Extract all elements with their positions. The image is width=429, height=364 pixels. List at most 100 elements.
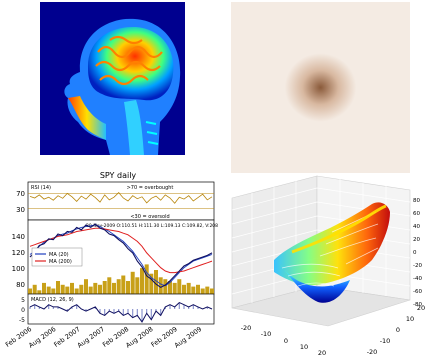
volume-bar bbox=[74, 288, 79, 294]
volume-bar bbox=[65, 286, 70, 294]
y-axis-ticks: -20 -10 0 10 20 bbox=[367, 304, 425, 356]
volume-bar bbox=[186, 282, 191, 294]
rsi-overbought-label: >70 = overbought bbox=[127, 185, 174, 191]
volume-bar bbox=[102, 281, 107, 294]
mri-head-image bbox=[40, 2, 185, 155]
price-info: 29-Nov-2009 O:110.51 H:111.30 L:109.13 C… bbox=[86, 223, 218, 229]
z-tick-80: 80 bbox=[413, 198, 420, 204]
rsi-line bbox=[29, 192, 213, 204]
volume-bar bbox=[37, 290, 42, 294]
volume-bar bbox=[121, 275, 126, 294]
rings-core bbox=[231, 2, 410, 173]
y-tick-minus10: -10 bbox=[380, 337, 391, 345]
price-tick-80: 80 bbox=[16, 281, 25, 289]
surface-bowl bbox=[280, 264, 350, 303]
volume-bar bbox=[177, 279, 182, 294]
volume-bar bbox=[93, 282, 98, 294]
volume-bar bbox=[88, 286, 93, 294]
x-date-tick: Aug 2009 bbox=[173, 325, 203, 350]
z-tick-60: 60 bbox=[413, 211, 420, 217]
x-tick-minus10: -10 bbox=[261, 330, 272, 338]
chart-title: SPY daily bbox=[100, 171, 137, 180]
volume-bar bbox=[168, 281, 172, 294]
volume-bar bbox=[140, 268, 144, 294]
volume-bar bbox=[60, 284, 65, 295]
y-tick-0: 0 bbox=[396, 326, 400, 334]
face-region bbox=[68, 96, 106, 140]
macd-tick-5: 5 bbox=[21, 297, 25, 304]
volume-bar bbox=[210, 288, 214, 294]
pane-floor bbox=[231, 285, 411, 327]
x-axis-ticks: -20 -10 0 10 20 bbox=[241, 324, 326, 357]
concentric-rings-image bbox=[231, 2, 410, 173]
price-line bbox=[29, 223, 213, 289]
brain-folds bbox=[95, 35, 163, 86]
volume-bar bbox=[28, 288, 32, 294]
spine-marks bbox=[145, 121, 159, 145]
volume-bar bbox=[42, 282, 46, 294]
volume-bar bbox=[98, 284, 102, 295]
volume-bar bbox=[70, 282, 74, 294]
volume-bar bbox=[126, 281, 130, 294]
volume-bar bbox=[56, 281, 60, 294]
z-tick-minus80: -80 bbox=[413, 302, 422, 308]
z-tick-20: 20 bbox=[413, 237, 420, 243]
rsi-tick-70: 70 bbox=[16, 190, 25, 198]
volume-bar bbox=[46, 286, 51, 294]
x-tick-10: 10 bbox=[300, 343, 308, 351]
volume-bar bbox=[112, 282, 116, 294]
x-date-tick: Aug 2006 bbox=[27, 325, 57, 350]
volume-bar bbox=[196, 284, 200, 295]
volume-bar bbox=[130, 271, 135, 294]
rsi-tick-30: 30 bbox=[16, 206, 25, 214]
rsi-oversold-label: <30 = oversold bbox=[130, 214, 169, 220]
volume-bar bbox=[107, 277, 112, 294]
macd-tick-minus5: -5 bbox=[19, 317, 25, 324]
rsi-legend: RSI (14) bbox=[31, 185, 51, 191]
spy-daily-chart: SPY daily RSI (14) >70 = overbought <30 … bbox=[0, 168, 222, 360]
y-tick-10: 10 bbox=[406, 315, 414, 323]
x-date-tick: Aug 2008 bbox=[124, 325, 154, 350]
price-tick-140: 140 bbox=[12, 233, 25, 241]
x-tick-minus20: -20 bbox=[241, 324, 252, 332]
x-tick-20: 20 bbox=[318, 349, 326, 357]
volume-bar bbox=[32, 284, 37, 295]
price-tick-120: 120 bbox=[12, 249, 25, 257]
surface-contours bbox=[281, 211, 379, 287]
volume-bar bbox=[116, 279, 121, 294]
volume-bar bbox=[172, 282, 177, 294]
y-tick-20: 20 bbox=[417, 304, 425, 312]
volume-bar bbox=[191, 286, 196, 294]
legend-ma200: MA (200) bbox=[49, 259, 72, 265]
volume-bar bbox=[182, 284, 186, 295]
macd-series bbox=[29, 302, 213, 323]
z-tick-minus20: -20 bbox=[413, 263, 422, 269]
volume-bar bbox=[79, 284, 84, 295]
surface-ridge bbox=[291, 204, 387, 254]
volume-bar bbox=[158, 277, 163, 294]
volume-bar bbox=[163, 279, 168, 294]
volume-bars bbox=[28, 264, 214, 295]
volume-bar bbox=[200, 288, 205, 294]
x-date-tick: Aug 2007 bbox=[76, 325, 106, 350]
x-tick-0: 0 bbox=[284, 337, 288, 345]
volume-bar bbox=[51, 288, 56, 294]
rsi-series bbox=[28, 192, 214, 209]
macd-legend: MACD (12, 26, 9) bbox=[31, 297, 74, 303]
z-tick-40: 40 bbox=[413, 224, 420, 230]
macd-line bbox=[29, 302, 213, 323]
legend-ma20: MA (20) bbox=[49, 252, 69, 258]
brainstem bbox=[124, 100, 144, 155]
ma200-line bbox=[29, 227, 213, 274]
volume-bar bbox=[84, 279, 88, 294]
price-legend: MA (20) MA (200) bbox=[31, 247, 83, 267]
z-tick-minus60: -60 bbox=[413, 289, 422, 295]
volume-bar bbox=[154, 270, 158, 295]
macd-axes bbox=[27, 293, 215, 325]
macd-tick-0: 0 bbox=[21, 307, 25, 314]
volume-bar bbox=[149, 273, 154, 295]
volume-bar bbox=[205, 286, 210, 294]
y-tick-minus20: -20 bbox=[367, 348, 378, 356]
z-tick-minus40: -40 bbox=[413, 276, 422, 282]
volume-bar bbox=[135, 277, 140, 294]
